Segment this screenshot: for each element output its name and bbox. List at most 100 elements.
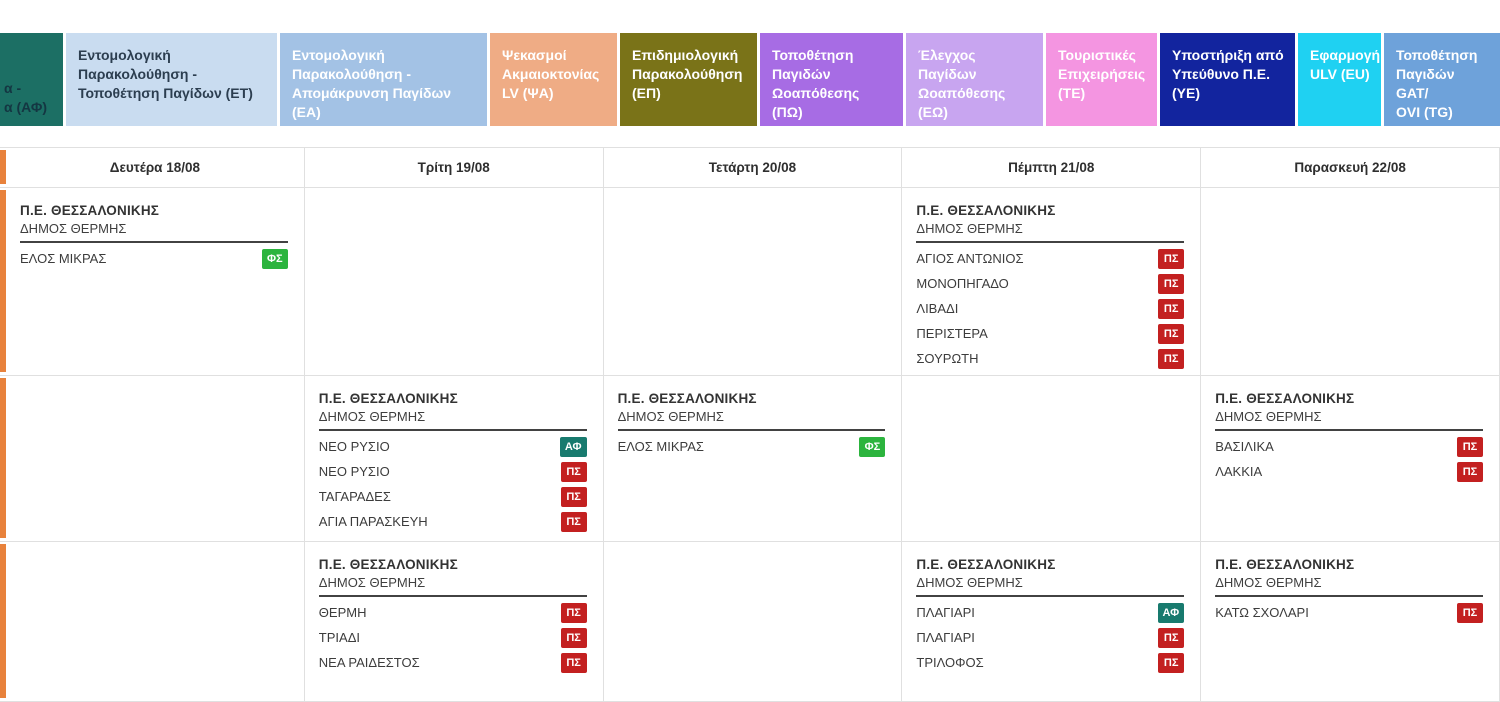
region-label: Π.Ε. ΘΕΣΣΑΛΟΝΙΚΗΣ: [318, 557, 458, 572]
calendar-cell: Π.Ε. ΘΕΣΣΑΛΟΝΙΚΗΣ ΔΗΜΟΣ ΘΕΡΜΗΣ ΠΛΑΓΙΑΡΙ ΑΦ Π…: [902, 542, 1202, 701]
activity-badge: ΠΣ: [1158, 627, 1185, 648]
activity-badge: ΠΣ: [1158, 323, 1185, 344]
legend-tab-af[interactable]: α - α (ΑΦ): [0, 33, 63, 126]
calendar-cell: Π.Ε. ΘΕΣΣΑΛΟΝΙΚΗΣ ΔΗΜΟΣ ΘΕΡΜΗΣ ΕΛΟΣ ΜΙΚΡΑΣ…: [6, 188, 305, 375]
activity-badge: ΠΣ: [560, 602, 587, 623]
area-name: ΘΕΡΜΗ: [318, 605, 367, 620]
schedule-item[interactable]: ΚΑΤΩ ΣΧΟΛΑΡΙ ΠΣ: [1215, 600, 1483, 625]
schedule-item[interactable]: ΑΓΙΑ ΠΑΡΑΣΚΕΥΗ ΠΣ: [319, 509, 587, 534]
day-header: Τρίτη 19/08: [305, 148, 604, 187]
legend-tab-ye[interactable]: Υποστήριξη από Υπεύθυνο Π.Ε. (ΥΕ): [1160, 33, 1295, 126]
activity-badge: ΠΣ: [560, 511, 587, 532]
legend: α - α (ΑΦ) Εντομολογική Παρακολούθηση - Τ…: [0, 33, 1500, 126]
day-header: Παρασκευή 22/08: [1201, 148, 1500, 187]
calendar-cell: [604, 188, 903, 375]
calendar-body: Π.Ε. ΘΕΣΣΑΛΟΝΙΚΗΣ ΔΗΜΟΣ ΘΕΡΜΗΣ ΕΛΟΣ ΜΙΚΡΑΣ…: [0, 188, 1500, 702]
area-name: ΑΓΙΑ ΠΑΡΑΣΚΕΥΗ: [318, 514, 428, 529]
schedule-item[interactable]: ΠΛΑΓΙΑΡΙ ΑΦ: [916, 600, 1185, 625]
area-name: ΝΕΑ ΡΑΙΔΕΣΤΟΣ: [318, 655, 420, 670]
day-header: Δευτέρα 18/08: [6, 148, 305, 187]
calendar-cell: Π.Ε. ΘΕΣΣΑΛΟΝΙΚΗΣ ΔΗΜΟΣ ΘΕΡΜΗΣ ΚΑΤΩ ΣΧΟΛΑΡ…: [1201, 542, 1500, 701]
calendar-cell: [305, 188, 604, 375]
activity-badge: ΦΣ: [261, 248, 288, 269]
area-name: ΜΟΝΟΠΗΓΑΔΟ: [916, 276, 1009, 291]
area-name: ΝΕΟ ΡΥΣΙΟ: [318, 464, 390, 479]
legend-tab-label: Εφαρμογή ULV (EU): [1310, 47, 1381, 82]
activity-badge: ΠΣ: [560, 461, 587, 482]
legend-tab-tg[interactable]: Τοποθέτηση Παγιδών GAT/ OVI (TG): [1384, 33, 1500, 126]
area-name: ΤΡΙΑΔΙ: [318, 630, 360, 645]
region-label: Π.Ε. ΘΕΣΣΑΛΟΝΙΚΗΣ: [617, 391, 757, 406]
calendar-cell: [6, 542, 305, 701]
schedule-item[interactable]: ΤΑΓΑΡΑΔΕΣ ΠΣ: [319, 484, 587, 509]
region-label: Π.Ε. ΘΕΣΣΑΛΟΝΙΚΗΣ: [318, 391, 458, 406]
legend-tab-te[interactable]: Τουριστικές Επιχειρήσεις (ΤΕ): [1046, 33, 1157, 126]
area-name: ΕΛΟΣ ΜΙΚΡΑΣ: [617, 439, 704, 454]
activity-badge: ΑΦ: [1157, 602, 1185, 623]
schedule-item[interactable]: ΝΕΑ ΡΑΙΔΕΣΤΟΣ ΠΣ: [319, 650, 587, 675]
calendar-cell: Π.Ε. ΘΕΣΣΑΛΟΝΙΚΗΣ ΔΗΜΟΣ ΘΕΡΜΗΣ ΑΓΙΟΣ ΑΝΤΩΝ…: [902, 188, 1202, 375]
municipality-label: ΔΗΜΟΣ ΘΕΡΜΗΣ: [916, 218, 1185, 243]
calendar-cell: [604, 542, 903, 701]
legend-tab-po[interactable]: Τοποθέτηση Παγιδών Ωοαπόθεσης (ΠΩ): [760, 33, 903, 126]
schedule-item[interactable]: ΛΑΚΚΙΑ ΠΣ: [1215, 459, 1483, 484]
legend-tab-label: Εντομολογική Παρακολούθηση - Τοποθέτηση …: [78, 47, 253, 101]
legend-tab-label: Εντομολογική Παρακολούθηση - Απομάκρυνση…: [292, 47, 452, 120]
schedule-item[interactable]: ΝΕΟ ΡΥΣΙΟ ΠΣ: [319, 459, 587, 484]
area-name: ΚΑΤΩ ΣΧΟΛΑΡΙ: [1215, 605, 1309, 620]
schedule-item[interactable]: ΕΛΟΣ ΜΙΚΡΑΣ ΦΣ: [20, 246, 288, 271]
activity-badge: ΑΦ: [559, 436, 587, 457]
schedule-item[interactable]: ΤΡΙΑΔΙ ΠΣ: [319, 625, 587, 650]
area-name: ΣΟΥΡΩΤΗ: [916, 351, 979, 366]
municipality-label: ΔΗΜΟΣ ΘΕΡΜΗΣ: [1215, 406, 1483, 431]
calendar-row: Π.Ε. ΘΕΣΣΑΛΟΝΙΚΗΣ ΔΗΜΟΣ ΘΕΡΜΗΣ ΕΛΟΣ ΜΙΚΡΑΣ…: [0, 188, 1500, 376]
schedule-item[interactable]: ΤΡΙΛΟΦΟΣ ΠΣ: [916, 650, 1185, 675]
legend-tab-psa[interactable]: Ψεκασμοί Ακμαιοκτονίας LV (ΨΑ): [490, 33, 617, 126]
area-name: ΤΑΓΑΡΑΔΕΣ: [318, 489, 391, 504]
day-header: Πέμπτη 21/08: [902, 148, 1202, 187]
activity-badge: ΠΣ: [1158, 273, 1185, 294]
activity-badge: ΠΣ: [560, 627, 587, 648]
legend-tab-eo[interactable]: Έλεγχος Παγίδων Ωοαπόθεσης (ΕΩ): [906, 33, 1043, 126]
area-name: ΛΑΚΚΙΑ: [1215, 464, 1263, 479]
calendar-cell: Π.Ε. ΘΕΣΣΑΛΟΝΙΚΗΣ ΔΗΜΟΣ ΘΕΡΜΗΣ ΕΛΟΣ ΜΙΚΡΑΣ…: [604, 376, 903, 541]
activity-badge: ΠΣ: [1158, 298, 1185, 319]
municipality-label: ΔΗΜΟΣ ΘΕΡΜΗΣ: [318, 406, 587, 431]
activity-badge: ΠΣ: [560, 486, 587, 507]
area-name: ΕΛΟΣ ΜΙΚΡΑΣ: [20, 251, 107, 266]
schedule-item[interactable]: ΠΕΡΙΣΤΕΡΑ ΠΣ: [916, 321, 1185, 346]
municipality-label: ΔΗΜΟΣ ΘΕΡΜΗΣ: [318, 572, 587, 597]
calendar-header: Δευτέρα 18/08 Τρίτη 19/08 Τετάρτη 20/08 Πέμ…: [0, 148, 1500, 188]
calendar-row: Π.Ε. ΘΕΣΣΑΛΟΝΙΚΗΣ ΔΗΜΟΣ ΘΕΡΜΗΣ ΝΕΟ ΡΥΣΙΟ ΑΦ…: [0, 376, 1500, 542]
calendar-cell: [902, 376, 1202, 541]
legend-tab-label: Τοποθέτηση Παγιδών GAT/ OVI (TG): [1396, 47, 1478, 120]
legend-tab-et[interactable]: Εντομολογική Παρακολούθηση - Τοποθέτηση …: [66, 33, 277, 126]
legend-tab-eu[interactable]: Εφαρμογή ULV (EU): [1298, 33, 1381, 126]
legend-tab-label: Επιδημιολογική Παρακολούθηση (ΕΠ): [632, 47, 743, 101]
schedule-item[interactable]: ΛΙΒΑΔΙ ΠΣ: [916, 296, 1185, 321]
schedule-item[interactable]: ΒΑΣΙΛΙΚΑ ΠΣ: [1215, 434, 1483, 459]
legend-tab-label: Τοποθέτηση Παγιδών Ωοαπόθεσης (ΠΩ): [772, 47, 860, 120]
legend-tab-label: α - α (ΑΦ): [4, 80, 48, 115]
activity-badge: ΠΣ: [1158, 652, 1185, 673]
activity-badge: ΠΣ: [1456, 436, 1483, 457]
schedule-item[interactable]: ΕΛΟΣ ΜΙΚΡΑΣ ΦΣ: [618, 434, 886, 459]
activity-badge: ΠΣ: [1158, 348, 1185, 369]
schedule-item[interactable]: ΘΕΡΜΗ ΠΣ: [319, 600, 587, 625]
schedule-item[interactable]: ΠΛΑΓΙΑΡΙ ΠΣ: [916, 625, 1185, 650]
region-label: Π.Ε. ΘΕΣΣΑΛΟΝΙΚΗΣ: [1215, 391, 1355, 406]
legend-tab-ea[interactable]: Εντομολογική Παρακολούθηση - Απομάκρυνση…: [280, 33, 487, 126]
schedule-item[interactable]: ΝΕΟ ΡΥΣΙΟ ΑΦ: [319, 434, 587, 459]
week-calendar: Δευτέρα 18/08 Τρίτη 19/08 Τετάρτη 20/08 Πέμ…: [0, 147, 1500, 702]
schedule-item[interactable]: ΑΓΙΟΣ ΑΝΤΩΝΙΟΣ ΠΣ: [916, 246, 1185, 271]
calendar-cell: Π.Ε. ΘΕΣΣΑΛΟΝΙΚΗΣ ΔΗΜΟΣ ΘΕΡΜΗΣ ΘΕΡΜΗ ΠΣ ΤΡΙΑ…: [305, 542, 604, 701]
legend-tab-ep[interactable]: Επιδημιολογική Παρακολούθηση (ΕΠ): [620, 33, 757, 126]
municipality-label: ΔΗΜΟΣ ΘΕΡΜΗΣ: [1215, 572, 1483, 597]
schedule-item[interactable]: ΜΟΝΟΠΗΓΑΔΟ ΠΣ: [916, 271, 1185, 296]
calendar-cell: Π.Ε. ΘΕΣΣΑΛΟΝΙΚΗΣ ΔΗΜΟΣ ΘΕΡΜΗΣ ΒΑΣΙΛΙΚΑ ΠΣ Λ…: [1201, 376, 1500, 541]
municipality-label: ΔΗΜΟΣ ΘΕΡΜΗΣ: [617, 406, 886, 431]
region-label: Π.Ε. ΘΕΣΣΑΛΟΝΙΚΗΣ: [20, 203, 160, 218]
legend-tab-label: Έλεγχος Παγίδων Ωοαπόθεσης (ΕΩ): [918, 47, 1006, 120]
schedule-item[interactable]: ΣΟΥΡΩΤΗ ΠΣ: [916, 346, 1185, 371]
activity-badge: ΠΣ: [1456, 602, 1483, 623]
